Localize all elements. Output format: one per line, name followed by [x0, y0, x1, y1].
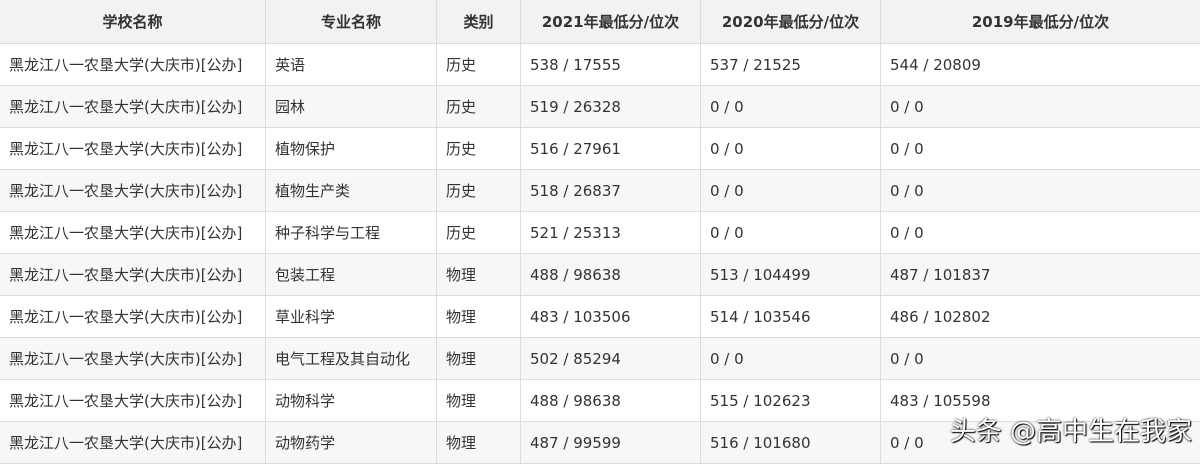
cell-major: 英语	[266, 44, 437, 86]
cell-score-2020: 537 / 21525	[701, 44, 881, 86]
cell-category: 物理	[437, 254, 521, 296]
cell-score-2019: 0 / 0	[881, 170, 1200, 212]
header-school: 学校名称	[0, 0, 266, 44]
cell-major: 植物保护	[266, 128, 437, 170]
cell-score-2019: 0 / 0	[881, 86, 1200, 128]
cell-category: 物理	[437, 338, 521, 380]
cell-score-2021: 518 / 26837	[521, 170, 701, 212]
cell-score-2021: 488 / 98638	[521, 254, 701, 296]
watermark: 头条 @高中生在我家	[950, 417, 1192, 447]
cell-score-2019: 483 / 105598	[881, 380, 1200, 422]
cell-score-2020: 516 / 101680	[701, 422, 881, 464]
cell-school: 黑龙江八一农垦大学(大庆市)[公办]	[0, 44, 266, 86]
cell-score-2020: 0 / 0	[701, 212, 881, 254]
cell-category: 历史	[437, 170, 521, 212]
cell-major: 种子科学与工程	[266, 212, 437, 254]
cell-category: 历史	[437, 86, 521, 128]
cell-school: 黑龙江八一农垦大学(大庆市)[公办]	[0, 422, 266, 464]
cell-major: 园林	[266, 86, 437, 128]
cell-score-2020: 513 / 104499	[701, 254, 881, 296]
cell-school: 黑龙江八一农垦大学(大庆市)[公办]	[0, 212, 266, 254]
header-category: 类别	[437, 0, 521, 44]
cell-major: 植物生产类	[266, 170, 437, 212]
cell-category: 物理	[437, 296, 521, 338]
cell-school: 黑龙江八一农垦大学(大庆市)[公办]	[0, 380, 266, 422]
cell-category: 历史	[437, 44, 521, 86]
cell-score-2019: 0 / 0	[881, 338, 1200, 380]
cell-score-2021: 502 / 85294	[521, 338, 701, 380]
header-major: 专业名称	[266, 0, 437, 44]
cell-score-2020: 515 / 102623	[701, 380, 881, 422]
cell-major: 包装工程	[266, 254, 437, 296]
cell-school: 黑龙江八一农垦大学(大庆市)[公办]	[0, 296, 266, 338]
header-score-2021: 2021年最低分/位次	[521, 0, 701, 44]
cell-score-2020: 0 / 0	[701, 338, 881, 380]
cell-score-2019: 0 / 0	[881, 128, 1200, 170]
cell-score-2021: 521 / 25313	[521, 212, 701, 254]
cell-school: 黑龙江八一农垦大学(大庆市)[公办]	[0, 254, 266, 296]
cell-score-2020: 0 / 0	[701, 128, 881, 170]
cell-score-2019: 487 / 101837	[881, 254, 1200, 296]
cell-category: 历史	[437, 212, 521, 254]
cell-major: 动物科学	[266, 380, 437, 422]
cell-school: 黑龙江八一农垦大学(大庆市)[公办]	[0, 338, 266, 380]
cell-school: 黑龙江八一农垦大学(大庆市)[公办]	[0, 86, 266, 128]
cell-school: 黑龙江八一农垦大学(大庆市)[公办]	[0, 128, 266, 170]
cell-score-2019: 0 / 0	[881, 212, 1200, 254]
cell-score-2021: 519 / 26328	[521, 86, 701, 128]
cell-score-2019: 486 / 102802	[881, 296, 1200, 338]
cell-category: 物理	[437, 422, 521, 464]
cell-score-2020: 0 / 0	[701, 170, 881, 212]
header-score-2019: 2019年最低分/位次	[881, 0, 1200, 44]
cell-major: 电气工程及其自动化	[266, 338, 437, 380]
cell-category: 物理	[437, 380, 521, 422]
cell-category: 历史	[437, 128, 521, 170]
cell-score-2021: 487 / 99599	[521, 422, 701, 464]
cell-school: 黑龙江八一农垦大学(大庆市)[公办]	[0, 170, 266, 212]
cell-score-2021: 483 / 103506	[521, 296, 701, 338]
cell-major: 动物药学	[266, 422, 437, 464]
cell-score-2021: 516 / 27961	[521, 128, 701, 170]
header-score-2020: 2020年最低分/位次	[701, 0, 881, 44]
cell-score-2020: 514 / 103546	[701, 296, 881, 338]
cell-major: 草业科学	[266, 296, 437, 338]
cell-score-2021: 488 / 98638	[521, 380, 701, 422]
cell-score-2020: 0 / 0	[701, 86, 881, 128]
cell-score-2019: 544 / 20809	[881, 44, 1200, 86]
cell-score-2021: 538 / 17555	[521, 44, 701, 86]
